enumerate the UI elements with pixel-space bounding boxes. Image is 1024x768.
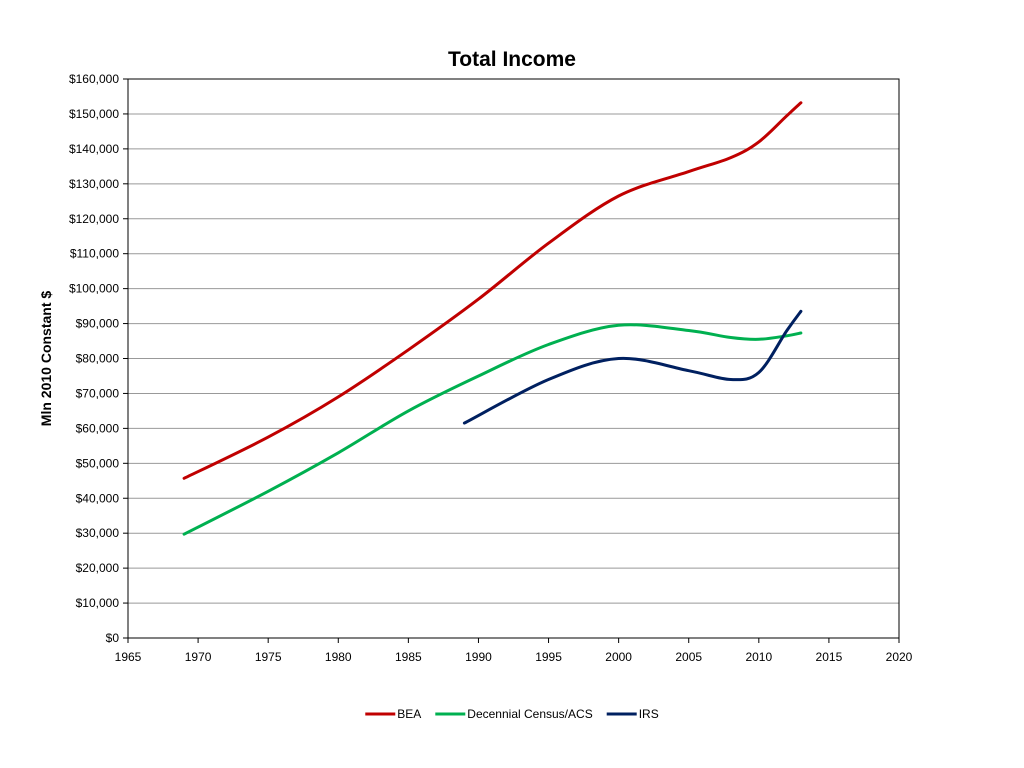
gridlines (128, 113, 899, 604)
y-tick-label: $80,000 (76, 352, 120, 366)
legend-label-bea: BEA (397, 707, 421, 721)
x-tick-label: 1980 (325, 650, 352, 664)
y-tick-label: $150,000 (69, 107, 119, 121)
y-axis-ticks: $0 $10,000 $20,000 $30,000 $40,000 $50,000 $60… (69, 72, 128, 645)
legend: BEA Decennial Census/ACS IRS (365, 707, 659, 721)
y-tick-label: $0 (106, 631, 120, 645)
y-axis-label: Mln 2010 Constant $ (38, 291, 54, 427)
series-line-bea (182, 101, 803, 480)
x-tick-label: 2010 (745, 650, 772, 664)
x-tick-label: 2015 (816, 650, 843, 664)
x-tick-label: 1990 (465, 650, 492, 664)
series-layer (182, 101, 803, 536)
y-tick-label: $120,000 (69, 212, 119, 226)
chart-title: Total Income (448, 48, 576, 71)
y-tick-label: $30,000 (76, 526, 120, 540)
legend-label-decennial-census-acs: Decennial Census/ACS (467, 707, 592, 721)
x-tick-label: 2000 (605, 650, 632, 664)
series-line-irs (462, 309, 803, 425)
y-tick-label: $70,000 (76, 386, 120, 400)
y-tick-label: $50,000 (76, 456, 120, 470)
x-tick-label: 1975 (255, 650, 282, 664)
y-tick-label: $140,000 (69, 142, 119, 156)
x-tick-label: 2020 (886, 650, 913, 664)
y-tick-label: $60,000 (76, 421, 120, 435)
series-line-decennial-census-acs (182, 323, 803, 536)
x-axis-ticks: 1965 1970 1975 1980 1985 1990 1995 2000 2005 2010… (115, 638, 913, 664)
y-tick-label: $160,000 (69, 72, 119, 86)
y-tick-label: $100,000 (69, 282, 119, 296)
y-tick-label: $10,000 (76, 596, 120, 610)
x-tick-label: 1995 (535, 650, 562, 664)
y-tick-label: $110,000 (70, 247, 119, 261)
x-tick-label: 1965 (115, 650, 142, 664)
y-tick-label: $130,000 (69, 177, 119, 191)
legend-label-irs: IRS (639, 707, 659, 721)
y-tick-label: $90,000 (76, 317, 120, 331)
x-tick-label: 2005 (675, 650, 702, 664)
y-tick-label: $40,000 (76, 491, 120, 505)
y-tick-label: $20,000 (76, 561, 120, 575)
x-tick-label: 1970 (185, 650, 212, 664)
x-tick-label: 1985 (395, 650, 422, 664)
